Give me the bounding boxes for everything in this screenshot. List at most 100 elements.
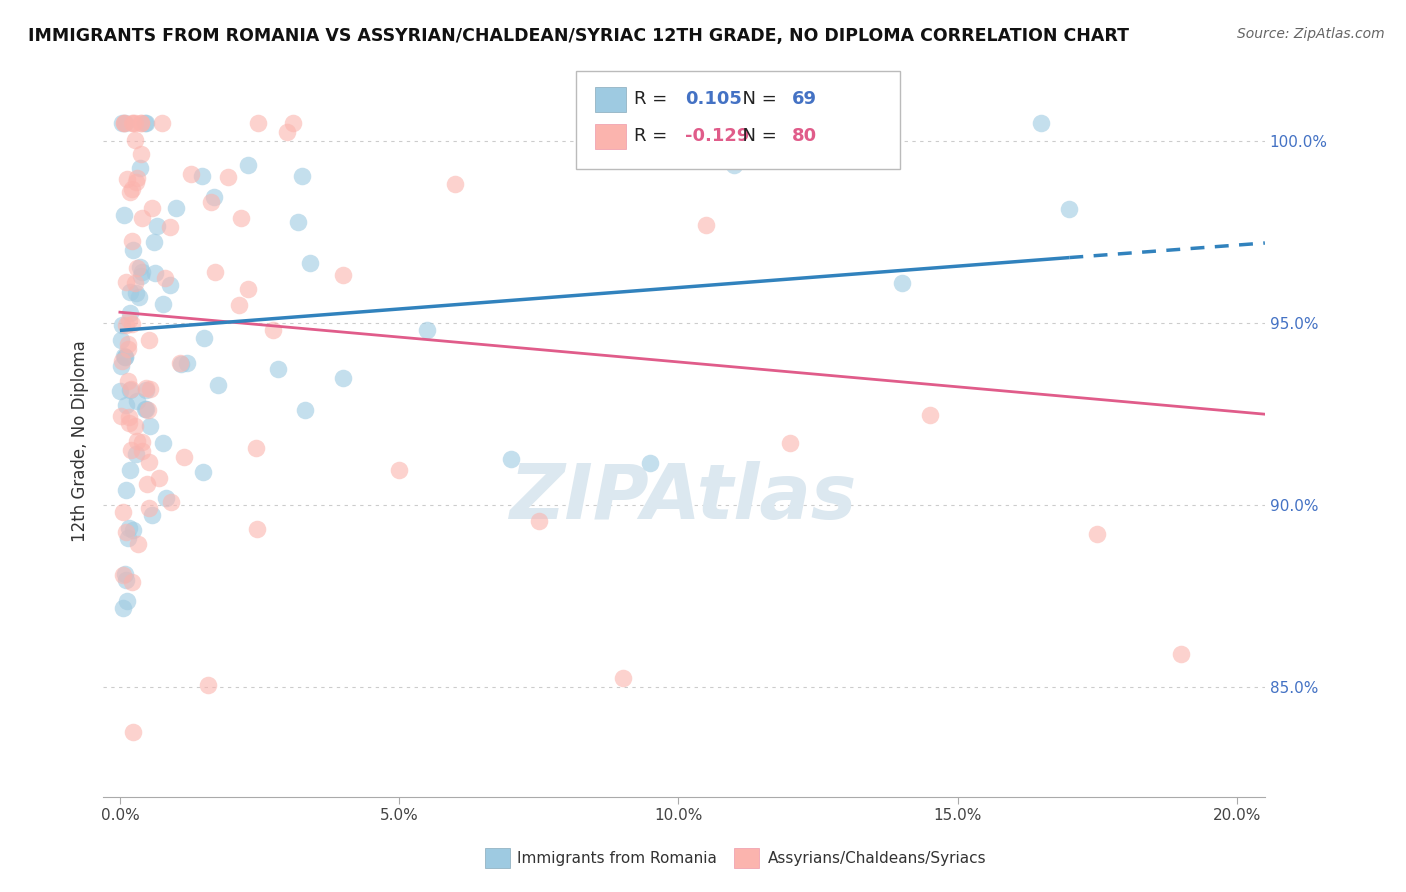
Point	[152, 297, 174, 311]
Point	[200, 194, 222, 209]
Point	[191, 465, 214, 479]
Point	[115, 318, 138, 333]
Point	[111, 505, 134, 519]
Point	[124, 277, 146, 291]
Point	[114, 116, 136, 130]
Point	[111, 601, 134, 615]
Point	[117, 374, 139, 388]
Point	[165, 201, 187, 215]
Point	[217, 170, 239, 185]
Text: ZIPAtlas: ZIPAtlas	[510, 461, 858, 535]
Point	[121, 317, 143, 331]
Point	[129, 146, 152, 161]
Point	[143, 235, 166, 249]
Point	[120, 382, 142, 396]
Point	[134, 116, 156, 130]
Point	[131, 443, 153, 458]
Point	[122, 243, 145, 257]
Point	[238, 282, 260, 296]
Text: 69: 69	[792, 90, 817, 108]
Point	[125, 394, 148, 409]
Point	[1031, 116, 1053, 130]
Text: N =: N =	[731, 90, 783, 108]
Point	[124, 419, 146, 434]
Point	[115, 483, 138, 498]
Point	[191, 169, 214, 183]
Point	[228, 298, 250, 312]
Text: N =: N =	[731, 128, 783, 145]
Point	[202, 190, 225, 204]
Point	[117, 171, 139, 186]
Point	[159, 220, 181, 235]
Point	[332, 371, 354, 385]
Point	[1059, 202, 1081, 216]
Point	[890, 276, 912, 290]
Point	[169, 356, 191, 370]
Point	[294, 402, 316, 417]
Point	[124, 133, 146, 147]
Point	[118, 463, 141, 477]
Point	[139, 382, 162, 396]
Point	[287, 215, 309, 229]
Point	[153, 271, 176, 285]
Point	[388, 463, 411, 477]
Point	[246, 522, 269, 536]
Point	[121, 575, 143, 590]
Point	[114, 398, 136, 412]
Point	[135, 402, 157, 417]
Point	[110, 384, 132, 398]
Point	[695, 218, 717, 232]
Point	[160, 495, 183, 509]
Point	[197, 678, 219, 692]
Point	[207, 377, 229, 392]
Text: R =: R =	[634, 128, 673, 145]
Point	[291, 169, 314, 183]
Text: 0.105: 0.105	[685, 90, 741, 108]
Point	[129, 116, 152, 130]
Point	[135, 383, 157, 397]
Point	[118, 312, 141, 326]
Point	[129, 161, 152, 175]
Point	[125, 286, 148, 301]
Point	[807, 116, 830, 130]
Point	[141, 202, 163, 216]
Point	[112, 208, 135, 222]
Point	[499, 451, 522, 466]
Point	[145, 219, 167, 234]
Point	[918, 409, 941, 423]
Point	[112, 349, 135, 363]
Point	[111, 568, 134, 582]
Y-axis label: 12th Grade, No Diploma: 12th Grade, No Diploma	[72, 341, 89, 542]
Point	[299, 256, 322, 270]
Point	[118, 416, 141, 430]
Point	[135, 381, 157, 395]
Point	[117, 337, 139, 351]
Point	[527, 514, 550, 528]
Point	[612, 672, 634, 686]
Point	[131, 211, 153, 225]
Point	[110, 333, 132, 347]
Point	[110, 359, 132, 373]
Point	[114, 276, 136, 290]
Point	[723, 158, 745, 172]
Point	[121, 725, 143, 739]
Point	[180, 167, 202, 181]
Point	[281, 116, 304, 130]
Point	[444, 178, 467, 192]
Point	[416, 323, 439, 337]
Point	[1170, 647, 1192, 661]
Point	[114, 350, 136, 364]
Point	[118, 521, 141, 535]
Point	[124, 116, 146, 130]
Point	[117, 531, 139, 545]
Point	[169, 357, 191, 371]
Point	[129, 268, 152, 283]
Point	[127, 434, 149, 448]
Point	[141, 508, 163, 522]
Point	[267, 362, 290, 376]
Point	[150, 116, 173, 130]
Point	[204, 264, 226, 278]
Point	[148, 471, 170, 485]
Point	[152, 435, 174, 450]
Point	[131, 435, 153, 450]
